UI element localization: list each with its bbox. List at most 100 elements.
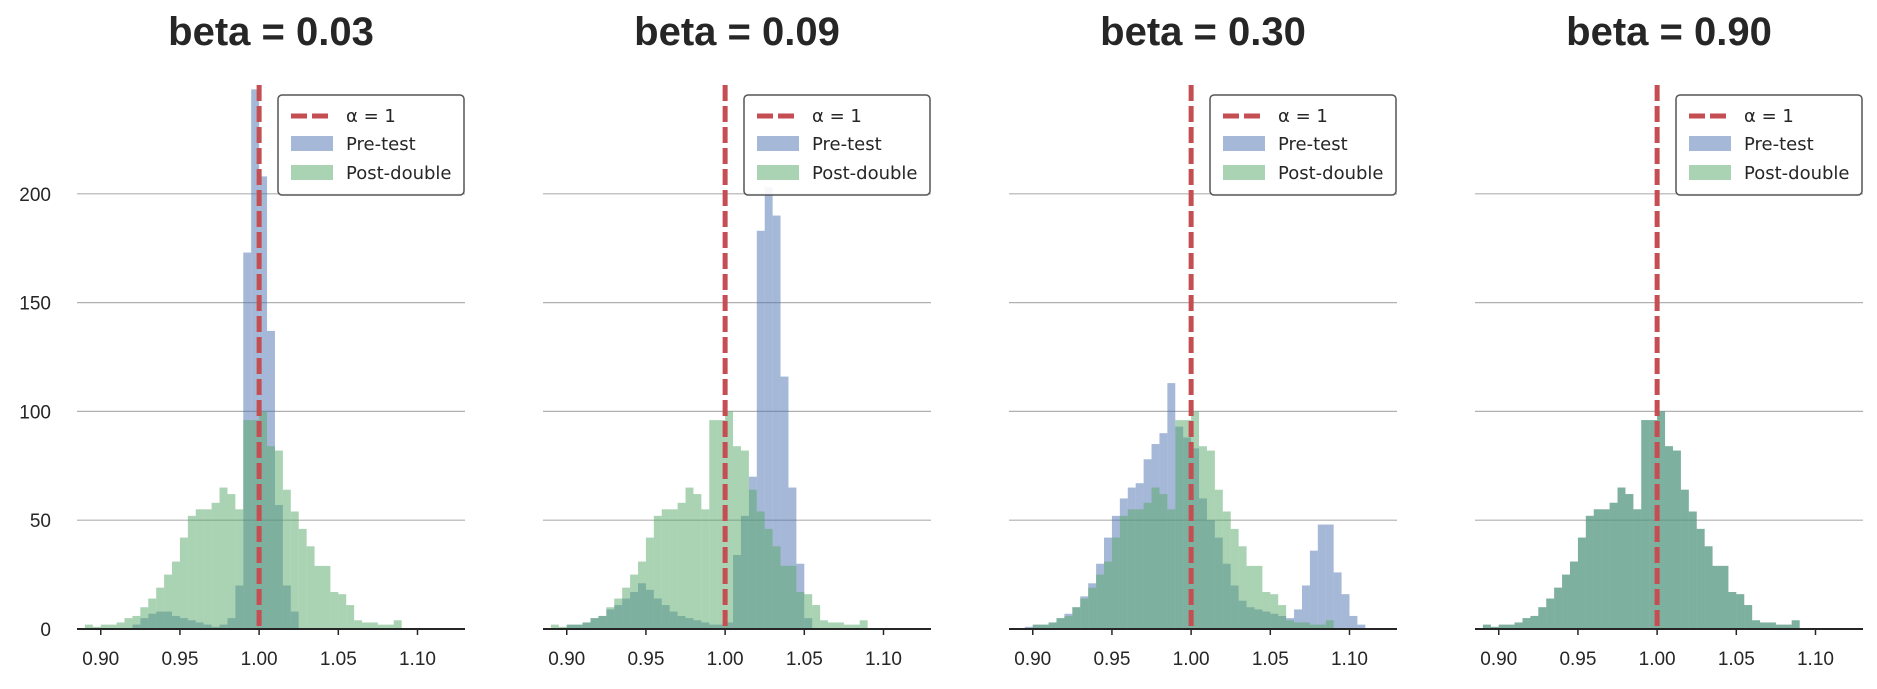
legend-label-alpha: α = 1	[1278, 106, 1328, 127]
x-tick-label: 0.90	[1014, 649, 1051, 670]
post-double-bar	[804, 594, 813, 629]
post-double-bar	[1665, 446, 1673, 629]
x-tick-label: 1.05	[786, 649, 823, 670]
post-double-bar	[851, 624, 860, 629]
post-double-bar	[267, 446, 275, 629]
post-double-bar	[195, 509, 204, 629]
legend-label-alpha: α = 1	[812, 106, 862, 127]
post-double-bar	[550, 624, 559, 629]
post-double-bar	[1325, 620, 1334, 629]
post-double-bar	[203, 509, 212, 629]
post-double-bar	[1720, 565, 1729, 629]
y-tick-label: 200	[19, 185, 51, 206]
post-double-bar	[1752, 620, 1761, 629]
post-double-bar	[843, 624, 852, 629]
y-tick-label: 0	[40, 620, 51, 641]
post-double-bar	[740, 450, 749, 629]
post-double-bar	[1072, 607, 1081, 629]
post-double-bar	[290, 511, 299, 629]
post-double-bar	[1649, 420, 1658, 629]
post-double-bar	[1482, 624, 1491, 629]
post-double-bar	[1562, 574, 1571, 629]
post-double-bar	[661, 509, 670, 629]
x-tick-label: 1.00	[241, 649, 278, 670]
legend-swatch-pre-test	[757, 136, 799, 151]
post-double-bar	[1538, 607, 1547, 629]
legend-swatch-pre-test	[1689, 136, 1731, 151]
post-double-bar	[590, 618, 599, 629]
post-double-bar	[820, 620, 829, 629]
legend-swatch-post-double	[291, 165, 333, 180]
x-tick-label: 0.90	[548, 649, 585, 670]
pre-test-bar	[788, 487, 797, 629]
post-double-bar	[693, 494, 702, 629]
post-double-bar	[235, 509, 244, 629]
post-double-bar	[1680, 489, 1689, 629]
legend-label-post-double: Post-double	[346, 163, 452, 184]
post-double-bar	[1127, 509, 1136, 629]
post-double-bar	[1775, 624, 1784, 629]
post-double-bar	[116, 622, 125, 629]
post-double-bar	[1048, 622, 1057, 629]
post-double-bar	[1728, 592, 1737, 629]
post-double-bar	[227, 494, 236, 629]
post-double-bar	[306, 546, 315, 629]
post-double-bar	[1080, 598, 1089, 629]
legend: α = 1 Pre-test Post-double	[1675, 94, 1863, 196]
post-double-bar	[298, 528, 307, 629]
legend-label-pre-test: Pre-test	[1744, 134, 1814, 155]
post-double-bar	[338, 594, 347, 629]
post-double-bar	[1657, 411, 1666, 629]
pre-test-bar	[756, 230, 765, 630]
post-double-bar	[1633, 509, 1642, 629]
post-double-bar	[84, 624, 93, 629]
post-double-bar	[346, 605, 355, 629]
post-double-bar	[164, 574, 173, 629]
post-double-bar	[780, 565, 789, 629]
post-double-bar	[1490, 626, 1499, 629]
post-double-bar	[685, 487, 694, 629]
post-double-bar	[282, 489, 291, 629]
pre-test-bar	[772, 215, 781, 629]
post-double-bar	[1601, 509, 1610, 629]
x-tick-label: 1.00	[1173, 649, 1210, 670]
pre-test-bar	[1349, 615, 1358, 629]
panel-title: beta = 0.03	[168, 10, 374, 54]
post-double-bar	[709, 420, 718, 629]
chart-panel-3: beta = 0.30 0.90 0.95 1.00 1.05 1.10 α = 1 Pre-…	[1009, 10, 1397, 670]
chart-panel-4: beta = 0.90 0.90 0.95 1.00 1.05 1.10 α = 1 Pre-…	[1475, 10, 1863, 670]
pre-test-bar	[1341, 594, 1350, 629]
post-double-bar	[1143, 502, 1152, 629]
legend-label-alpha: α = 1	[1744, 106, 1794, 127]
post-double-bar	[638, 561, 646, 629]
post-double-bar	[1183, 420, 1192, 629]
pre-test-bar	[251, 89, 260, 630]
pre-test-bar	[764, 187, 773, 629]
post-double-bar	[251, 420, 260, 629]
post-double-bar	[1498, 624, 1507, 629]
x-tick-label: 1.00	[707, 649, 744, 670]
post-double-bar	[1309, 624, 1318, 629]
post-double-bar	[669, 509, 678, 629]
post-double-bar	[748, 489, 757, 629]
post-double-bar	[243, 420, 252, 629]
post-double-bar	[362, 622, 370, 629]
post-double-bar	[1767, 622, 1776, 629]
pre-test-bar	[1357, 624, 1366, 629]
post-double-bar	[393, 620, 402, 629]
post-double-bar	[1206, 450, 1215, 629]
legend: α = 1 Pre-test Post-double	[743, 94, 931, 196]
post-double-bar	[211, 502, 220, 629]
post-double-bar	[1301, 622, 1310, 629]
post-double-bar	[1111, 537, 1120, 629]
legend: α = 1 Pre-test Post-double	[277, 94, 465, 196]
post-double-bar	[1688, 511, 1697, 629]
post-double-bar	[1270, 594, 1279, 629]
y-tick-label: 50	[30, 511, 51, 532]
post-double-bar	[1191, 411, 1200, 629]
legend: α = 1 Pre-test Post-double	[1209, 94, 1397, 196]
chart-panel-1: beta = 0.03 0 50 100 150 200 0.90 0.95 1.00 1.05 1…	[19, 10, 465, 670]
post-double-bar	[1704, 546, 1713, 629]
panel-title: beta = 0.09	[634, 10, 840, 54]
x-tick-label: 1.00	[1639, 649, 1676, 670]
